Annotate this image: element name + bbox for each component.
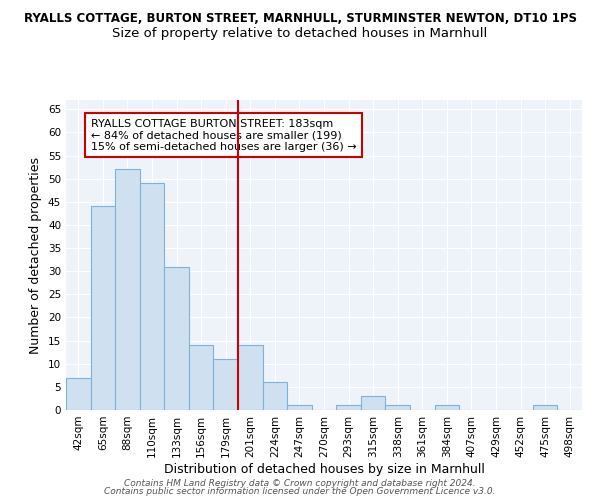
Bar	[434, 406, 459, 410]
Bar	[361, 396, 385, 410]
Bar	[214, 359, 238, 410]
Bar	[533, 406, 557, 410]
Bar	[115, 170, 140, 410]
Y-axis label: Number of detached properties: Number of detached properties	[29, 156, 43, 354]
Text: RYALLS COTTAGE BURTON STREET: 183sqm
← 84% of detached houses are smaller (199)
: RYALLS COTTAGE BURTON STREET: 183sqm ← 8…	[91, 118, 356, 152]
Bar	[263, 382, 287, 410]
Bar	[189, 345, 214, 410]
Text: RYALLS COTTAGE, BURTON STREET, MARNHULL, STURMINSTER NEWTON, DT10 1PS: RYALLS COTTAGE, BURTON STREET, MARNHULL,…	[23, 12, 577, 26]
Bar	[287, 406, 312, 410]
Bar	[336, 406, 361, 410]
Text: Contains public sector information licensed under the Open Government Licence v3: Contains public sector information licen…	[104, 487, 496, 496]
Text: Contains HM Land Registry data © Crown copyright and database right 2024.: Contains HM Land Registry data © Crown c…	[124, 478, 476, 488]
Text: Size of property relative to detached houses in Marnhull: Size of property relative to detached ho…	[112, 28, 488, 40]
Bar	[238, 345, 263, 410]
Bar	[164, 266, 189, 410]
Bar	[385, 406, 410, 410]
Bar	[66, 378, 91, 410]
Bar	[91, 206, 115, 410]
Bar	[140, 184, 164, 410]
X-axis label: Distribution of detached houses by size in Marnhull: Distribution of detached houses by size …	[164, 462, 484, 475]
